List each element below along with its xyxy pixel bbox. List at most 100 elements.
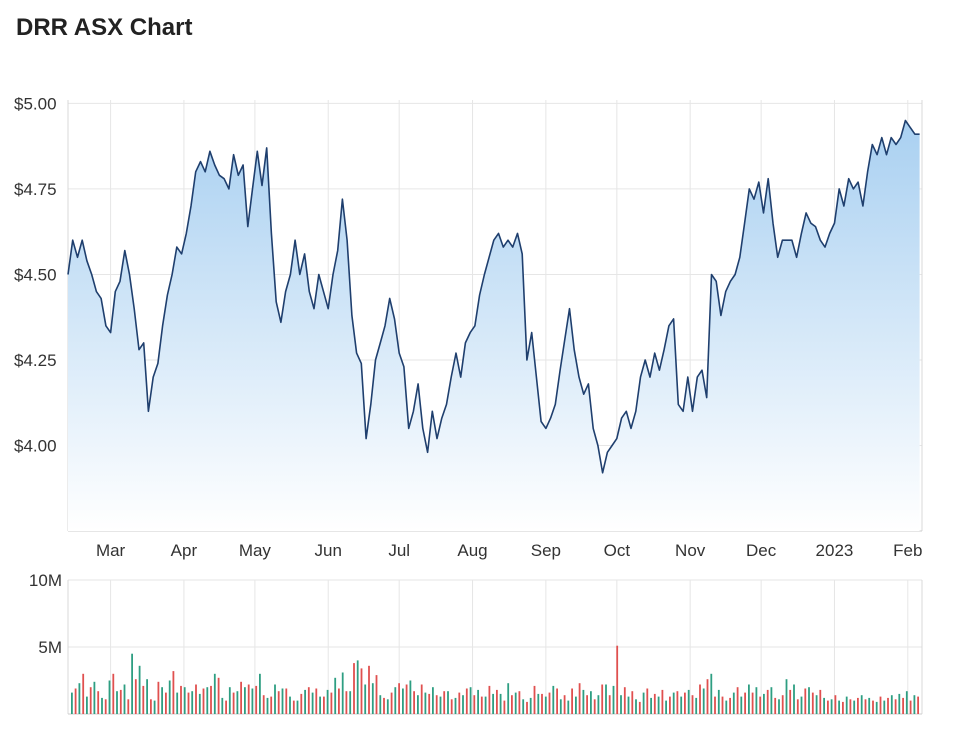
volume-bar [702,688,705,714]
volume-bar [879,696,882,714]
volume-bar [356,660,359,714]
volume-bar [150,699,152,714]
volume-bar [296,700,299,714]
price-line [67,119,920,474]
volume-bar [684,692,686,714]
volume-bar [544,696,547,714]
volume-bar [736,687,739,714]
volume-bar [285,688,288,714]
volume-bar [307,687,310,714]
volume-bar [183,687,186,714]
volume-bar [511,695,513,714]
volume-bar [386,699,389,714]
volume-bar [240,681,242,714]
volume-bar [270,696,273,714]
volume-bar [225,700,227,714]
volume-bar [864,699,867,714]
volume-bar [793,684,795,714]
volume-bar [146,679,148,714]
volume-bar [785,679,788,714]
volume-bar [635,699,637,714]
volume-bar [443,691,446,714]
volume-bar [439,696,442,714]
volume-bar [488,685,491,714]
y-tick-label: $4.00 [14,436,57,455]
volume-bar [420,684,423,714]
volume-bar [375,675,378,714]
volume-bar [71,692,73,714]
volume-bar [187,692,190,714]
volume-bar [631,691,634,714]
volume-bar [353,663,355,714]
volume-bar [480,696,483,714]
volume-bar [522,699,525,714]
volume-bar [289,696,291,714]
volume-bar [465,688,468,714]
volume-bar [330,692,333,714]
volume-bar [623,687,626,714]
volume-bar [405,684,408,714]
volume-bar [514,692,517,714]
volume-bar [883,700,886,714]
volume-bar [680,696,683,714]
volume-bar [97,691,100,714]
price-area [68,120,920,531]
volume-bar [819,689,822,714]
volume-bar [593,699,596,714]
volume-bar [653,693,656,714]
volume-bar [605,684,607,714]
volume-bar [849,699,852,714]
volume-bar [82,673,85,714]
volume-bar [116,691,118,714]
volume-bar [274,684,276,714]
volume-bar [913,695,916,714]
volume-bar [815,695,818,714]
volume-bar [262,695,265,714]
volume-bar [119,689,122,714]
volume-bar [770,687,773,714]
x-tick-label: Mar [96,541,126,560]
volume-bar [725,700,728,714]
volume-bar [676,691,679,714]
volume-bar [304,689,306,714]
vol-y-tick-label: 5M [38,638,62,657]
volume-bar [766,689,769,714]
volume-bar [774,697,777,714]
x-tick-label: Feb [893,541,922,560]
volume-bar [112,673,115,714]
volume-bar [665,700,667,714]
volume-bar [548,692,551,714]
x-tick-label: 2023 [816,541,854,560]
volume-bar [575,696,577,714]
volume-bar [492,693,494,714]
x-tick-label: Sep [531,541,561,560]
volume-bar [108,680,111,714]
volume-bar [458,692,461,714]
volume-bar [518,691,521,714]
volume-bar [571,688,573,714]
volume-bar [300,693,303,714]
volume-bar [842,701,844,714]
volume-bar [221,697,224,714]
volume-bar [717,689,720,714]
x-tick-label: Dec [746,541,777,560]
x-axis: Mar Apr May Jun Jul Aug Sep Oct Nov Dec 2023 Feb [96,541,923,560]
volume-bar [172,671,175,714]
volume-bar [586,695,588,714]
volume-bar [800,696,803,714]
volume-bar [887,697,889,714]
volume-bar [315,688,318,714]
volume-bar [454,697,457,714]
volume-bar [845,696,848,714]
volume-bar [371,683,374,714]
volume-bar [277,691,280,714]
volume-bar [706,679,709,714]
volume-bar [319,696,321,714]
volume-bar [244,687,246,714]
volume-bar [721,696,724,714]
volume-bar [232,692,235,714]
volume-bar [292,700,295,714]
volume-bar [533,685,536,714]
x-tick-label: Nov [675,541,706,560]
volume-bar [657,696,660,714]
